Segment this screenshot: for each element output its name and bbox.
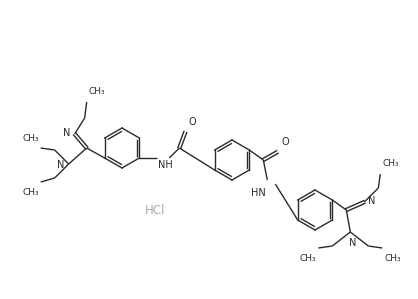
Text: CH₃: CH₃ <box>22 134 39 143</box>
Text: N: N <box>368 196 376 206</box>
Text: O: O <box>189 117 196 127</box>
Text: CH₃: CH₃ <box>382 159 399 168</box>
Text: CH₃: CH₃ <box>89 87 105 96</box>
Text: O: O <box>281 137 289 147</box>
Text: CH₃: CH₃ <box>300 254 316 263</box>
Text: N: N <box>349 238 356 248</box>
Text: HCl: HCl <box>145 204 165 216</box>
Text: N: N <box>57 160 65 170</box>
Text: NH: NH <box>158 160 173 170</box>
Text: CH₃: CH₃ <box>22 188 39 197</box>
Text: HN: HN <box>250 188 265 198</box>
Text: N: N <box>63 128 71 138</box>
Text: CH₃: CH₃ <box>384 254 401 263</box>
